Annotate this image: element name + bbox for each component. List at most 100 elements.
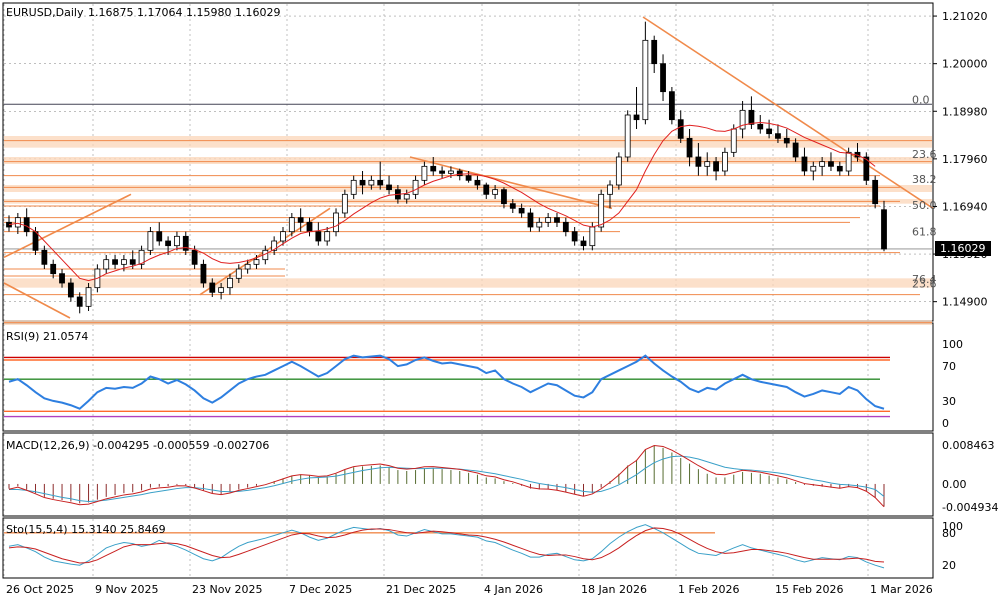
candle-body — [67, 282, 74, 298]
price-axis-label: 1.17960 — [942, 153, 988, 166]
price-axis-label: 1.14900 — [942, 296, 988, 309]
candle-body — [633, 114, 640, 121]
candle-body — [792, 142, 799, 158]
stochastic-axis-label: 100 — [942, 520, 963, 533]
candle-body — [412, 179, 419, 195]
candle-body — [448, 170, 454, 174]
candle-body — [341, 193, 348, 214]
candle-body — [607, 184, 613, 195]
candle-body — [138, 249, 145, 265]
price-band — [4, 157, 932, 164]
macd-main-line — [8, 445, 885, 508]
moving-average-line — [8, 121, 876, 282]
candle-body — [227, 277, 233, 289]
rsi-series — [4, 354, 890, 418]
candle-body — [748, 109, 755, 125]
resistance-bands — [4, 103, 932, 325]
macd-axis-label: -0.004934 — [942, 501, 998, 514]
rsi-axis-label: 0 — [942, 417, 949, 430]
candle-body — [775, 133, 781, 139]
candle-body — [174, 235, 180, 247]
candle-body — [235, 268, 242, 279]
candle-body — [536, 221, 543, 228]
candle-body — [562, 221, 569, 233]
ohlc-label: 1.16875 1.17064 1.15980 1.16029 — [88, 6, 280, 19]
candle-body — [509, 203, 516, 209]
trend-lines — [3, 16, 934, 319]
candle-body — [306, 221, 313, 233]
candle-body — [766, 128, 773, 135]
candle-body — [350, 179, 357, 195]
grid-lines — [3, 4, 932, 577]
candle-body — [439, 170, 445, 174]
fib-level-label: 23.6 — [912, 148, 937, 161]
trend-line — [3, 193, 132, 259]
macd-series — [8, 445, 885, 508]
candle-body — [200, 263, 207, 284]
macd-panel — [2, 432, 934, 517]
x-axis-label: 4 Jan 2026 — [484, 583, 543, 596]
candle-body — [288, 217, 295, 233]
candle-body — [695, 156, 702, 167]
candle-body — [819, 161, 826, 167]
macd-axis-label: 0.00 — [942, 478, 967, 491]
price-axis-label: 1.16940 — [942, 200, 988, 213]
x-axis-label: 7 Dec 2025 — [289, 583, 352, 596]
candle-body — [810, 165, 817, 172]
candle-body — [165, 240, 171, 247]
candle-body — [518, 207, 525, 214]
price-band — [4, 136, 932, 148]
candle-body — [545, 217, 552, 223]
candle-body — [120, 259, 127, 265]
stochastic-axis-label: 80 — [942, 527, 956, 540]
axis-labels: 26 Oct 2025 9 Nov 2025 23 Nov 2025 7 Dec 20… — [6, 10, 998, 596]
rsi-panel — [2, 322, 934, 432]
candle-body — [598, 193, 605, 228]
candle-body — [456, 170, 463, 177]
candle-body — [103, 259, 110, 270]
candle-body — [881, 209, 887, 250]
candle-body — [377, 179, 384, 186]
current-price-badge — [935, 241, 991, 256]
candle-body — [730, 128, 737, 153]
candle-body — [501, 189, 507, 205]
x-axis-label: 1 Feb 2026 — [678, 583, 739, 596]
rsi-axis-label: 30 — [942, 395, 956, 408]
fib-level-label: 76.4 — [912, 273, 937, 286]
rsi-axis-label: 100 — [942, 338, 963, 351]
candle-body — [589, 226, 596, 247]
candle-body — [686, 137, 693, 158]
candle-body — [527, 212, 534, 228]
fibonacci-levels: 0.023.638.250.061.876.423.6 — [912, 93, 937, 290]
stochastic-signal-line — [8, 527, 885, 564]
candle-body — [713, 161, 719, 172]
candle-body — [722, 151, 728, 172]
candle-body — [333, 212, 339, 233]
symbol-label: EURUSD,Daily — [6, 6, 84, 19]
trend-line — [409, 156, 613, 210]
candle-body — [430, 165, 437, 172]
candle-body — [571, 231, 578, 242]
candle-body — [801, 156, 808, 172]
candle-body — [783, 137, 790, 144]
candle-body — [191, 249, 198, 265]
price-axis-label: 1.20000 — [942, 58, 988, 71]
stochastic-series — [4, 524, 885, 569]
candle-body — [129, 259, 136, 265]
x-axis-label: 23 Nov 2025 — [192, 583, 262, 596]
candle-body — [642, 39, 649, 121]
fib-level-label: 23.6 — [912, 278, 937, 291]
trend-line — [3, 282, 71, 319]
candle-body — [872, 179, 879, 205]
fib-level-label: 50.0 — [912, 199, 937, 212]
candle-body — [757, 123, 764, 130]
candle-body — [845, 151, 852, 172]
candle-body — [660, 63, 666, 93]
candle-body — [112, 259, 118, 265]
candle-body — [739, 109, 746, 130]
macd-axis-label: 0.008463 — [942, 439, 995, 452]
candle-body — [324, 231, 331, 242]
macd-label: MACD(12,26,9) -0.004295 -0.000559 -0.002… — [6, 439, 269, 452]
candle-body — [297, 217, 304, 223]
price-axis-label: 1.21020 — [942, 10, 988, 23]
